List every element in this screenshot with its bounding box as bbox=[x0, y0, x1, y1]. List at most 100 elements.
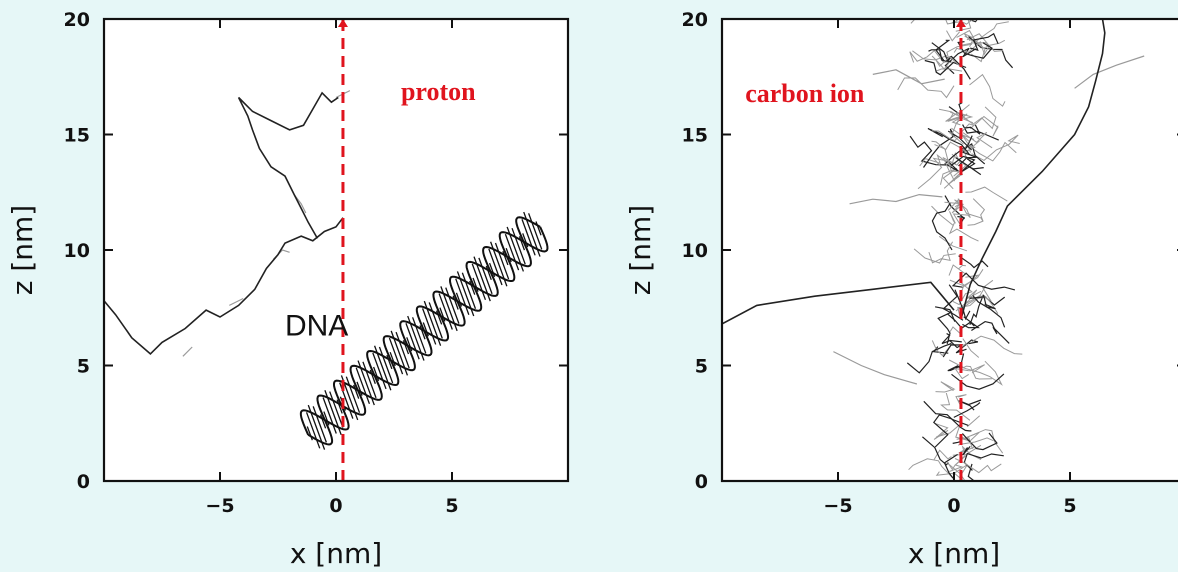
y-tick-label: 0 bbox=[77, 471, 90, 493]
dna-rung bbox=[402, 340, 410, 355]
secondary-track bbox=[963, 33, 986, 63]
dna-rung bbox=[428, 302, 443, 339]
secondary-track bbox=[931, 340, 952, 357]
plot-content bbox=[722, 19, 1145, 481]
secondary-track bbox=[833, 351, 918, 385]
secondary-track bbox=[949, 326, 961, 335]
dna-rung bbox=[478, 257, 493, 295]
electron-track bbox=[722, 281, 955, 325]
y-tick-label: 20 bbox=[64, 9, 90, 31]
secondary-track bbox=[972, 295, 1006, 328]
secondary-track bbox=[942, 339, 964, 358]
dna-rung bbox=[422, 322, 429, 337]
secondary-track bbox=[952, 204, 971, 227]
dna-rung bbox=[411, 317, 427, 354]
y-tick-label: 15 bbox=[682, 125, 708, 147]
dna-rung bbox=[306, 426, 313, 441]
secondary-track bbox=[928, 241, 954, 264]
secondary-track bbox=[971, 320, 1010, 344]
dna-strand bbox=[299, 226, 549, 436]
secondary-track bbox=[961, 432, 998, 451]
secondary-track bbox=[938, 235, 968, 252]
secondary-track bbox=[959, 338, 980, 358]
secondary-track bbox=[962, 19, 974, 25]
x-tick-label: −5 bbox=[823, 495, 852, 517]
y-tick-label: 10 bbox=[682, 240, 708, 262]
secondary-track bbox=[935, 56, 962, 68]
secondary-track bbox=[954, 364, 985, 380]
secondary-track bbox=[910, 19, 960, 25]
secondary-track bbox=[964, 124, 981, 135]
y-axis-label: z [nm] bbox=[624, 205, 657, 295]
dna-rung bbox=[421, 308, 437, 345]
secondary-track bbox=[933, 422, 949, 440]
secondary-track bbox=[957, 295, 999, 314]
y-tick-label: 0 bbox=[695, 471, 708, 493]
secondary-track bbox=[872, 69, 945, 85]
secondary-track bbox=[909, 49, 954, 63]
panel-right: −5 0 5 0 5 10 15 20 x [nm] z [nm] carbon ion bbox=[624, 9, 1178, 570]
dna-rung bbox=[373, 366, 380, 382]
y-tick-label: 10 bbox=[64, 240, 90, 262]
electron-track bbox=[104, 217, 344, 355]
secondary-track bbox=[931, 140, 967, 153]
x-axis-label: x [nm] bbox=[290, 537, 382, 570]
secondary-track bbox=[958, 360, 1003, 386]
beam-arrow bbox=[955, 19, 966, 27]
secondary-track bbox=[917, 157, 956, 190]
secondary-track bbox=[962, 446, 971, 456]
dna-rung bbox=[518, 236, 526, 251]
secondary-track bbox=[1074, 55, 1145, 89]
secondary-track bbox=[969, 73, 1006, 107]
x-tick-label: 5 bbox=[445, 495, 458, 517]
dna-rung bbox=[452, 295, 459, 310]
particle-label: proton bbox=[401, 77, 476, 106]
dna-rung bbox=[439, 307, 446, 322]
secondary-track bbox=[948, 359, 992, 380]
secondary-track bbox=[940, 392, 971, 421]
secondary-track bbox=[966, 415, 981, 428]
secondary-track bbox=[182, 346, 193, 357]
secondary-track bbox=[942, 156, 962, 182]
secondary-track bbox=[955, 394, 967, 408]
dna-rung bbox=[445, 287, 460, 324]
secondary-track bbox=[956, 29, 1004, 52]
dna-helix bbox=[299, 211, 549, 450]
secondary-track bbox=[960, 431, 980, 443]
secondary-track bbox=[964, 35, 974, 48]
secondary-track bbox=[933, 449, 952, 461]
y-tick-label: 15 bbox=[64, 125, 90, 147]
secondary-track bbox=[967, 220, 984, 226]
secondary-track bbox=[950, 155, 976, 173]
dna-rung bbox=[419, 325, 426, 340]
secondary-track bbox=[969, 294, 1006, 326]
electron-track bbox=[237, 91, 339, 239]
y-tick-label: 20 bbox=[682, 9, 708, 31]
dna-rung bbox=[505, 247, 512, 263]
secondary-track bbox=[951, 280, 973, 306]
secondary-track bbox=[909, 135, 949, 166]
secondary-track bbox=[919, 151, 962, 167]
dna-rung bbox=[461, 272, 477, 309]
secondary-track bbox=[935, 381, 956, 393]
dna-rung bbox=[405, 323, 420, 360]
secondary-track bbox=[958, 264, 966, 270]
dna-rung bbox=[535, 221, 542, 236]
secondary-track bbox=[949, 211, 956, 224]
dna-rung bbox=[485, 265, 492, 281]
dna-rung bbox=[312, 406, 327, 443]
secondary-track bbox=[922, 436, 949, 466]
dna-rung bbox=[386, 354, 393, 370]
dna-rung bbox=[372, 352, 387, 390]
secondary-track bbox=[948, 221, 979, 242]
dna-rung bbox=[395, 331, 410, 369]
dna-rung bbox=[329, 391, 344, 428]
dna-rung bbox=[522, 233, 529, 248]
secondary-track bbox=[923, 400, 972, 432]
dna-rung bbox=[521, 219, 536, 256]
y-tick-label: 5 bbox=[695, 356, 708, 378]
electron-track bbox=[960, 19, 1106, 320]
dna-rung bbox=[435, 310, 443, 325]
